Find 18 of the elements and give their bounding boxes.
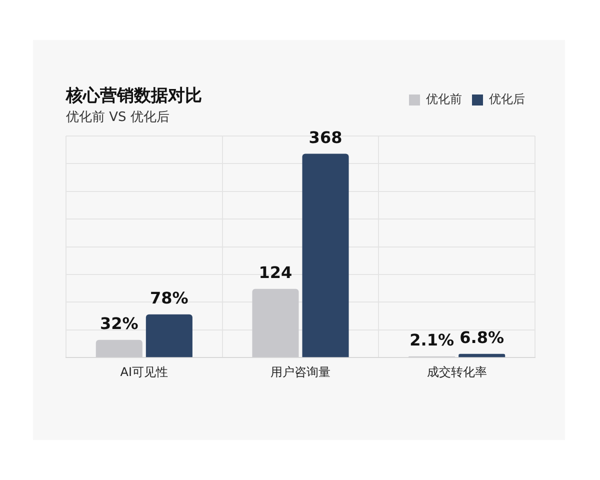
legend-label: 优化后 xyxy=(489,92,525,106)
chart-title: 核心营销数据对比 xyxy=(66,85,202,107)
x-tick-label: 成交转化率 xyxy=(426,364,487,379)
bar xyxy=(96,340,142,358)
data-label: 32% xyxy=(100,314,138,334)
x-tick-label: 用户咨询量 xyxy=(270,364,330,379)
bar xyxy=(302,154,349,358)
data-label: 368 xyxy=(308,128,342,147)
data-label: 78% xyxy=(150,288,188,308)
data-label: 124 xyxy=(258,263,292,282)
bar xyxy=(458,354,506,358)
data-label: 6.8% xyxy=(460,328,504,347)
x-tick-label: AI可见性 xyxy=(120,364,168,379)
chart-subtitle: 优化前 VS 优化后 xyxy=(66,109,170,126)
bar xyxy=(146,314,192,358)
bar xyxy=(252,288,299,358)
data-label: 2.1% xyxy=(410,330,454,350)
legend-label: 优化前 xyxy=(426,92,462,106)
